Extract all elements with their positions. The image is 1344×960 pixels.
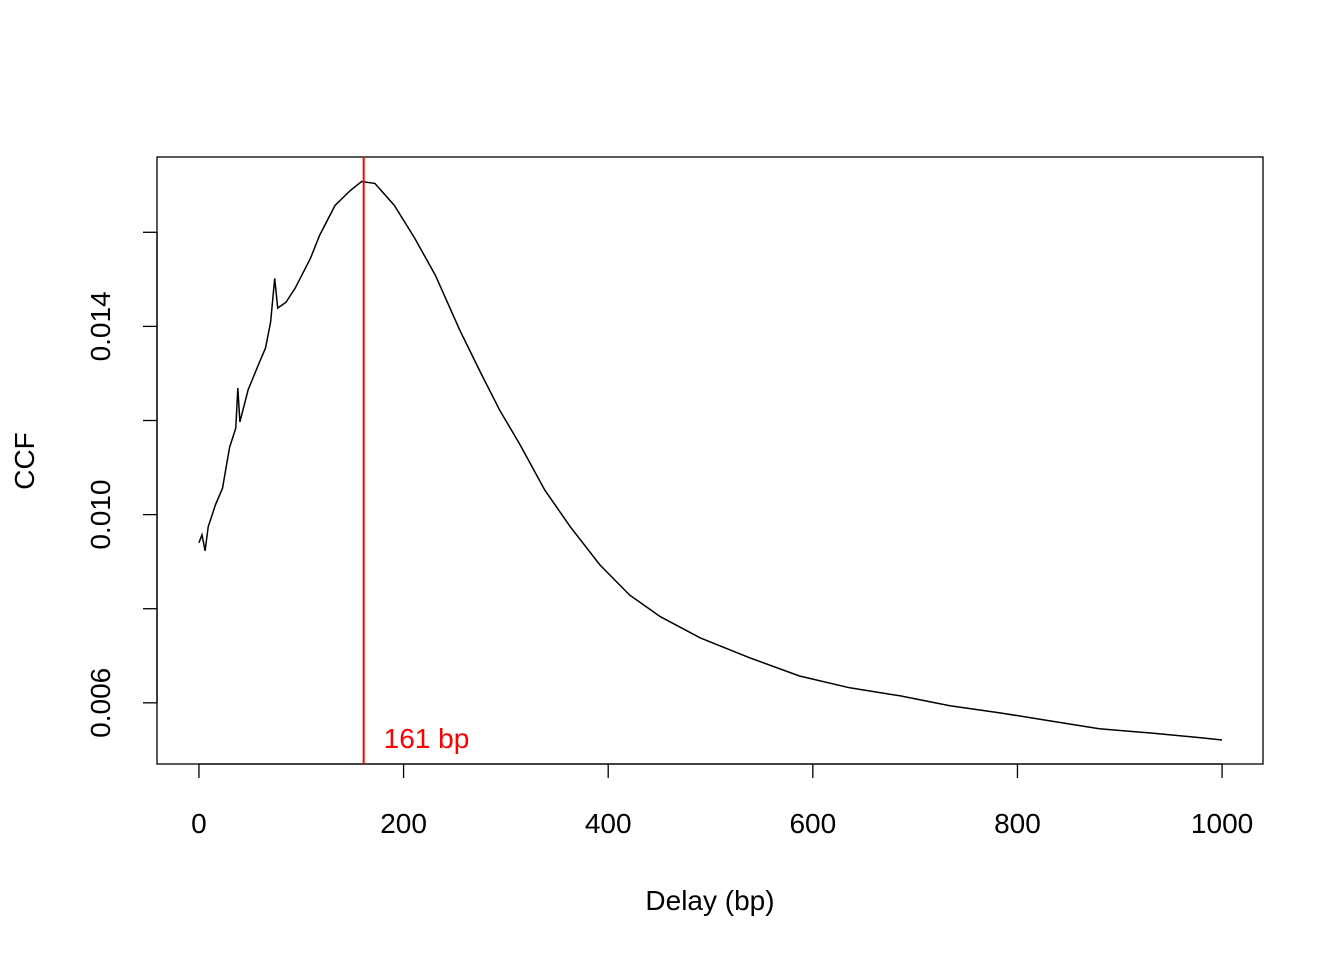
x-tick-label: 800 [994, 808, 1041, 839]
x-tick-label: 200 [380, 808, 427, 839]
x-tick-label: 600 [789, 808, 836, 839]
annotations: 161 bp [362, 157, 470, 764]
x-tick-label: 1000 [1191, 808, 1253, 839]
x-axis-label: Delay (bp) [645, 885, 774, 916]
x-axis: 0 200 400 600 800 1000 [191, 763, 1253, 839]
y-tick-label: 0.014 [85, 291, 116, 361]
y-tick-label: 0.010 [85, 480, 116, 550]
plot-frame [156, 156, 1264, 765]
y-axis-label: CCF [9, 432, 40, 490]
x-tick-label: 400 [585, 808, 632, 839]
y-axis: 0.006 0.010 0.014 [85, 231, 158, 738]
y-tick-label: 0.006 [85, 668, 116, 738]
peak-delay-label: 161 bp [384, 723, 470, 754]
x-tick-label: 0 [191, 808, 207, 839]
ccf-series-line [198, 180, 1223, 741]
